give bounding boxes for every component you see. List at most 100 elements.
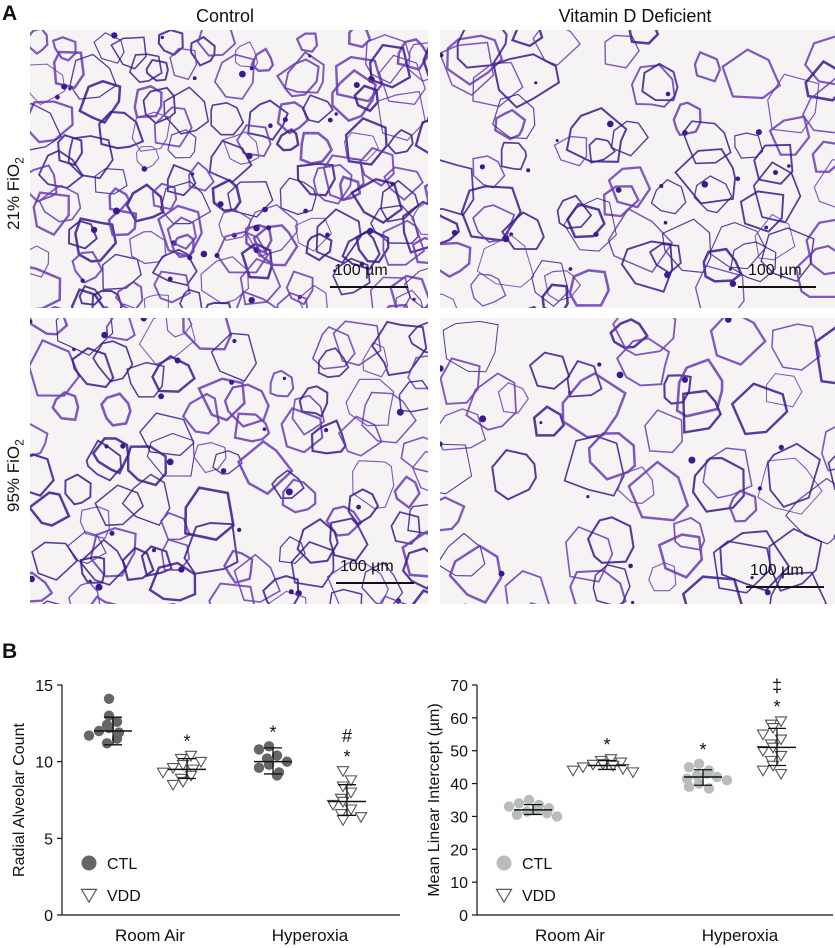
data-point — [683, 781, 695, 793]
data-point — [756, 765, 770, 777]
panel-b-letter: B — [2, 640, 18, 663]
legend-label-vdd: VDD — [522, 888, 556, 905]
data-point — [101, 738, 113, 749]
data-point — [326, 799, 340, 812]
chart-radial-alveolar-count: 0 5 10 15 Radial Alveolar Count Room Air Hyper… — [11, 678, 400, 945]
data-point — [111, 733, 123, 744]
data-point — [334, 809, 348, 821]
group-vdd — [566, 754, 640, 779]
data-point — [626, 767, 640, 779]
y-tick-label: 5 — [44, 831, 53, 848]
scale-bar — [330, 286, 408, 288]
row-label-95-sub: 2 — [12, 439, 27, 446]
row-label-95-main: 95% FiO — [4, 445, 23, 512]
alveolar-tissue — [30, 30, 428, 308]
data-point — [774, 750, 788, 763]
micrograph-vdd-95: 100 µm — [440, 318, 835, 604]
micrograph-control-95: 100 µm — [30, 318, 428, 604]
data-point — [166, 763, 180, 775]
y-tick-label: 70 — [450, 678, 468, 695]
significance-mark: ‡ — [772, 676, 782, 696]
data-point — [774, 768, 788, 781]
data-point — [703, 783, 715, 794]
legend-label-ctl: CTL — [107, 856, 137, 873]
data-point — [774, 734, 788, 746]
data-point — [683, 761, 695, 773]
scale-bar — [746, 586, 824, 588]
scale-bar-label: 100 µm — [750, 562, 804, 579]
data-point — [523, 794, 535, 806]
micrograph-vdd-21: 100 µm — [440, 30, 835, 308]
significance-mark: * — [183, 732, 190, 752]
data-point — [83, 730, 95, 741]
significance-mark: * — [269, 722, 276, 742]
group-vdd — [326, 766, 368, 827]
data-point — [176, 776, 190, 789]
row-label-21-sub: 2 — [12, 157, 27, 164]
y-tick-label: 30 — [450, 809, 468, 826]
y-tick-label: 0 — [459, 908, 468, 925]
data-point — [551, 811, 563, 822]
significance-mark: * — [773, 697, 780, 717]
data-point — [596, 759, 610, 771]
scale-bar-label: 100 µm — [334, 262, 388, 279]
data-point — [721, 775, 733, 786]
scale-bar — [738, 286, 816, 288]
alveolar-tissue — [440, 30, 835, 308]
data-point — [271, 750, 283, 761]
y-tick-label: 60 — [450, 711, 468, 728]
legend-marker-vdd — [80, 888, 98, 904]
data-point — [184, 770, 198, 782]
data-point — [176, 759, 190, 772]
data-point — [336, 766, 350, 778]
data-point — [681, 773, 693, 784]
legend-marker-ctl — [496, 855, 512, 871]
alveolar-tissue — [440, 318, 835, 604]
data-point — [616, 764, 630, 776]
data-point — [184, 750, 198, 762]
data-point — [774, 716, 788, 728]
data-point — [271, 770, 283, 781]
micrograph-control-21: 100 µm — [30, 30, 428, 308]
y-tick-label: 10 — [450, 875, 468, 892]
legend-marker-vdd — [495, 888, 513, 904]
x-category-label: Hyperoxia — [272, 926, 349, 945]
row-label-21: 21% FiO2 — [4, 157, 26, 230]
significance-mark: * — [603, 735, 610, 755]
data-point — [521, 806, 533, 817]
data-point — [566, 765, 580, 777]
group-ctl — [503, 794, 563, 822]
y-tick-label: 40 — [450, 777, 468, 794]
scale-bar-label: 100 µm — [748, 262, 802, 279]
group-ctl — [253, 741, 293, 781]
data-point — [344, 775, 358, 787]
column-header-control: Control — [195, 6, 255, 26]
data-point — [693, 778, 705, 789]
row-label-95: 95% FiO2 — [4, 439, 26, 512]
data-point — [513, 798, 525, 809]
group-vdd — [756, 716, 796, 781]
column-header-vdd: Vitamin D Deficient — [558, 6, 712, 26]
data-point — [756, 745, 770, 758]
data-point — [111, 716, 123, 727]
data-point — [103, 693, 115, 704]
scale-bar — [336, 582, 414, 584]
data-point — [336, 815, 350, 827]
group-ctl — [681, 758, 733, 794]
data-point — [156, 767, 170, 779]
y-tick-label: 10 — [35, 755, 53, 772]
x-category-label: Room Air — [535, 926, 605, 945]
data-point — [166, 779, 180, 792]
legend-label-vdd: VDD — [107, 888, 141, 905]
data-point — [253, 762, 265, 773]
data-point — [103, 710, 115, 721]
y-tick-label: 0 — [44, 908, 53, 925]
group-ctl — [83, 693, 132, 749]
x-category-label: Room Air — [115, 926, 185, 945]
row-label-21-main: 21% FiO — [4, 163, 23, 230]
data-point — [253, 744, 265, 755]
y-tick-label: 20 — [450, 842, 468, 859]
data-point — [354, 812, 368, 824]
data-point — [263, 741, 275, 752]
y-axis-label: Mean Linear Intercept (µm) — [426, 703, 443, 896]
